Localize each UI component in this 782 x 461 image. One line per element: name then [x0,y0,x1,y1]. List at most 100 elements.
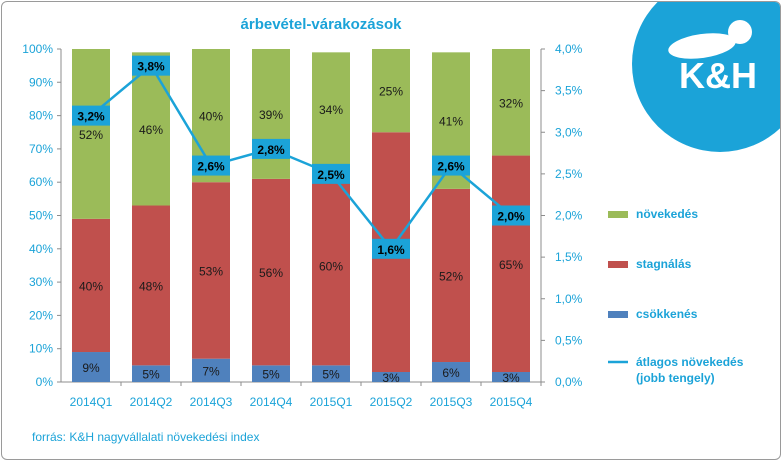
y-tick-label: 90% [29,75,53,89]
bar-növekedés [312,52,350,166]
legend-label: (jobb tengely) [636,371,715,385]
line-marker [312,163,350,184]
y2-tick-label: 3,0% [555,125,583,139]
bar-label: 7% [202,364,220,378]
y2-tick-label: 3,5% [555,84,583,98]
logo-text: K&H [679,55,757,96]
bar-label: 40% [199,110,223,124]
bar-label: 52% [439,269,463,283]
bar-növekedés [132,52,170,206]
bar-csökkenés [492,372,530,382]
bar-csökkenés [132,365,170,382]
bar-stagnálás [432,188,470,363]
y-tick-label: 30% [29,275,53,289]
bar-csökkenés [312,365,350,382]
legend-swatch-stagnálás [608,261,628,268]
line-marker [72,105,110,126]
y-tick-label: 10% [29,342,53,356]
x-tick-label: 2015Q3 [430,395,473,409]
line-label: 1,6% [377,243,405,257]
line-marker [132,55,170,76]
bar-label: 48% [139,279,163,293]
y-tick-label: 100% [22,42,53,56]
bar-label: 3% [382,371,400,385]
y2-tick-label: 2,0% [555,209,583,223]
y2-tick-label: 0,0% [555,375,583,389]
bar-stagnálás [192,182,230,359]
line-marker [372,238,410,259]
bar-label: 3% [502,371,520,385]
bar-label: 5% [322,368,340,382]
bar-label: 41% [439,115,463,129]
bar-csökkenés [192,358,230,382]
bar-növekedés [492,49,530,156]
bar-label: 65% [499,258,523,272]
x-tick-label: 2015Q4 [490,395,533,409]
y2-tick-label: 1,5% [555,250,583,264]
y-tick-label: 70% [29,142,53,156]
y-tick-label: 80% [29,109,53,123]
line-series [90,63,512,251]
y2-tick-label: 0,5% [555,333,583,347]
y2-tick-label: 1,0% [555,292,583,306]
y2-tick-label: 4,0% [555,42,583,56]
bar-label: 40% [79,279,103,293]
line-marker [252,138,290,159]
y-tick-label: 50% [29,209,53,223]
bar-label: 5% [262,368,280,382]
bar-label: 9% [82,361,100,375]
bar-csökkenés [252,365,290,382]
line-label: 3,8% [137,60,165,74]
bar-label: 32% [499,96,523,110]
x-tick-label: 2014Q1 [70,395,113,409]
y-tick-label: 60% [29,175,53,189]
legend-label: csökkenés [636,307,698,321]
source-note: forrás: K&H nagyvállalati növekedési ind… [32,430,260,444]
bar-stagnálás [312,165,350,366]
bar-csökkenés [372,372,410,382]
bar-stagnálás [132,205,170,366]
bar-label: 46% [139,123,163,137]
line-label: 2,0% [497,210,525,224]
y2-tick-label: 2,5% [555,167,583,181]
line-label: 2,6% [197,160,225,174]
line-marker [432,155,470,176]
legend-swatch-csökkenés [608,311,628,318]
line-label: 2,6% [437,160,465,174]
y-tick-label: 0% [36,375,54,389]
legend-label: stagnálás [636,257,692,271]
line-label: 2,8% [257,143,285,157]
bar-csökkenés [72,352,110,382]
bar-növekedés [72,49,110,219]
bar-label: 60% [319,259,343,273]
bar-label: 52% [79,128,103,142]
x-tick-label: 2015Q2 [370,395,413,409]
bar-label: 5% [142,368,160,382]
y-tick-label: 20% [29,308,53,322]
bar-label: 56% [259,266,283,280]
x-tick-label: 2015Q1 [310,395,353,409]
x-tick-label: 2014Q2 [130,395,173,409]
line-label: 2,5% [317,168,345,182]
x-tick-label: 2014Q4 [250,395,293,409]
kh-logo: K&H [632,2,780,152]
bar-label: 34% [319,103,343,117]
bar-label: 53% [199,264,223,278]
x-tick-label: 2014Q3 [190,395,233,409]
bar-stagnálás [252,178,290,366]
bar-label: 39% [259,108,283,122]
line-marker [492,205,530,226]
bar-csökkenés [432,362,470,382]
legend-label: átlagos növekedés [636,355,744,369]
bar-label: 6% [442,366,460,380]
bar-label: 25% [379,85,403,99]
bar-növekedés [372,49,410,133]
chart-title: árbevétel-várakozások [241,16,403,33]
legend-swatch-növekedés [608,211,628,218]
line-label: 3,2% [77,110,105,124]
bar-stagnálás [72,218,110,353]
legend-label: növekedés [636,207,698,221]
bar-stagnálás [492,155,530,373]
